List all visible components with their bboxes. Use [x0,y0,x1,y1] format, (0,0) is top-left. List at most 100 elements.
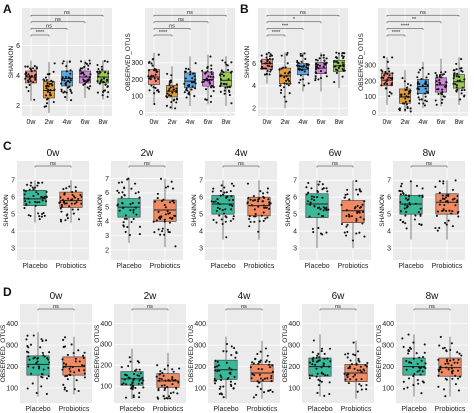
data-point [153,200,157,203]
data-point [62,365,65,369]
data-point [220,82,223,85]
data-point [454,179,457,182]
data-point [435,74,438,77]
data-point [74,196,77,199]
data-point [63,386,66,389]
data-point [82,354,85,357]
data-point [268,55,272,58]
data-point [345,214,348,218]
data-point [318,206,321,209]
data-point [249,220,252,223]
data-point [406,82,410,86]
data-point [230,102,233,105]
data-point [59,196,62,199]
data-point [435,103,438,106]
data-point [250,377,253,380]
data-point [211,190,214,193]
data-point [132,384,135,387]
data-point [34,200,37,203]
data-point [159,370,162,373]
data-point [165,95,168,98]
y-tick-label: 5 [387,211,391,218]
data-point [444,221,447,224]
data-point [62,338,65,341]
data-point [72,352,75,355]
y-axis-label: OBSERVED_OTUS [282,324,289,382]
significance-bracket [30,21,86,24]
significance-label: **** [272,30,281,36]
data-point [405,359,408,362]
data-point [359,365,362,368]
data-point [125,374,129,377]
y-tick-label: 3 [199,245,203,252]
x-tick-label: Probiotics [56,263,87,270]
data-point [42,211,45,215]
data-point [253,374,256,377]
data-point [452,358,455,361]
data-point [308,361,311,364]
data-point [229,71,233,74]
data-point [323,352,326,355]
data-point [24,65,27,68]
data-point [138,233,141,236]
data-point [419,68,422,71]
data-point [224,61,227,64]
data-point [129,203,132,206]
data-point [210,70,213,74]
data-point [402,387,406,390]
data-point [284,66,287,69]
data-point [401,77,404,80]
data-point [447,368,450,371]
data-point [249,366,252,369]
data-point [362,218,365,221]
data-point [422,102,425,105]
data-point [438,79,441,82]
data-point [358,383,361,386]
data-point [163,233,166,236]
data-point [388,91,391,94]
y-tick-label: 4 [252,83,256,90]
data-point [47,88,50,91]
data-point [183,70,187,73]
data-point [160,378,163,381]
data-point [104,83,107,86]
data-point [384,72,387,75]
data-point [406,86,409,89]
data-point [63,90,66,93]
data-point [68,367,71,370]
data-point [399,218,402,222]
data-point [40,196,43,199]
data-point [32,194,35,198]
data-point [64,336,67,339]
data-point [35,191,38,194]
data-point [206,79,209,82]
data-point [386,72,389,75]
data-point [83,82,87,86]
data-point [30,181,33,184]
x-tick-label: 6w [204,119,214,126]
data-point [401,190,404,193]
data-point [306,200,310,203]
data-point [134,206,137,209]
data-point [63,193,66,196]
data-point [360,388,363,391]
data-point [441,98,444,101]
plot-background [20,304,92,403]
data-point [444,395,447,398]
data-point [356,204,359,207]
data-point [380,69,383,72]
chart-C-2w: 2 3 4 5 6 7 SHANNON 2w Placebo Probiotics ns [97,148,183,270]
data-point [63,388,66,391]
data-point [329,360,332,363]
data-point [127,365,130,368]
data-point [68,81,71,84]
data-point [404,222,407,225]
y-tick-label: 100 [6,385,18,392]
data-point [357,357,360,361]
data-point [225,63,228,66]
data-point [320,54,323,57]
data-point [61,198,65,202]
data-point [210,64,213,67]
data-point [64,96,67,99]
